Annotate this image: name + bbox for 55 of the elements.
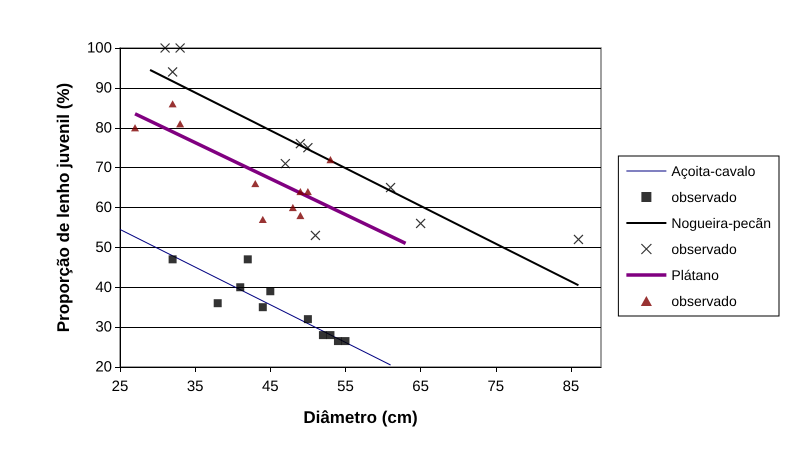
point (334, 337, 342, 346)
x-tick-label: 85 (562, 378, 580, 395)
y-tick-label: 80 (95, 119, 112, 136)
legend-label: Açoita-cavalo (671, 163, 756, 179)
y-tick-label: 50 (95, 238, 112, 256)
legend-label: observado (671, 189, 737, 205)
point (131, 124, 140, 132)
legend-label: Plátano (671, 267, 720, 283)
y-axis-title: Proporção de lenho juvenil (%) (54, 82, 73, 332)
point (236, 283, 244, 292)
point (168, 66, 178, 78)
point (304, 188, 312, 196)
point (295, 138, 306, 149)
point (160, 42, 170, 54)
point (251, 180, 260, 188)
point (326, 331, 334, 340)
point (258, 303, 267, 312)
point (341, 337, 350, 346)
y-tick-label: 100 (86, 40, 112, 56)
x-tick-label: 45 (262, 378, 279, 395)
y-tick-label: 90 (95, 79, 112, 96)
point (296, 212, 304, 220)
x-tick-label: 35 (186, 378, 204, 395)
point (176, 120, 184, 128)
point (310, 230, 321, 241)
x-tick-label: 25 (112, 378, 128, 395)
point (288, 204, 297, 212)
point (258, 216, 267, 224)
y-tick-label: 30 (95, 318, 112, 336)
x-tick-label: 65 (412, 378, 429, 395)
y-tick-label: 40 (95, 278, 112, 296)
point (266, 287, 274, 296)
point (168, 100, 177, 108)
point (214, 299, 222, 308)
point (326, 156, 334, 164)
point (318, 331, 327, 340)
x-tick-label: 55 (337, 378, 354, 395)
point (244, 255, 252, 264)
y-tick-label: 20 (95, 358, 112, 376)
x-axis-title: Diâmetro (cm) (303, 408, 418, 427)
point (168, 255, 177, 264)
y-tick-label: 60 (95, 199, 112, 216)
legend-label: Nogueira-pecãn (671, 215, 772, 231)
point (573, 234, 584, 244)
y-tick-label: 70 (95, 159, 112, 176)
legend-label: observado (671, 241, 737, 257)
point (280, 158, 290, 169)
point (175, 42, 186, 54)
legend-label: observado (671, 293, 737, 309)
point (296, 188, 304, 196)
point (304, 315, 312, 324)
x-tick-label: 75 (487, 378, 504, 395)
point (385, 182, 396, 193)
point (302, 142, 313, 153)
point (416, 218, 426, 229)
